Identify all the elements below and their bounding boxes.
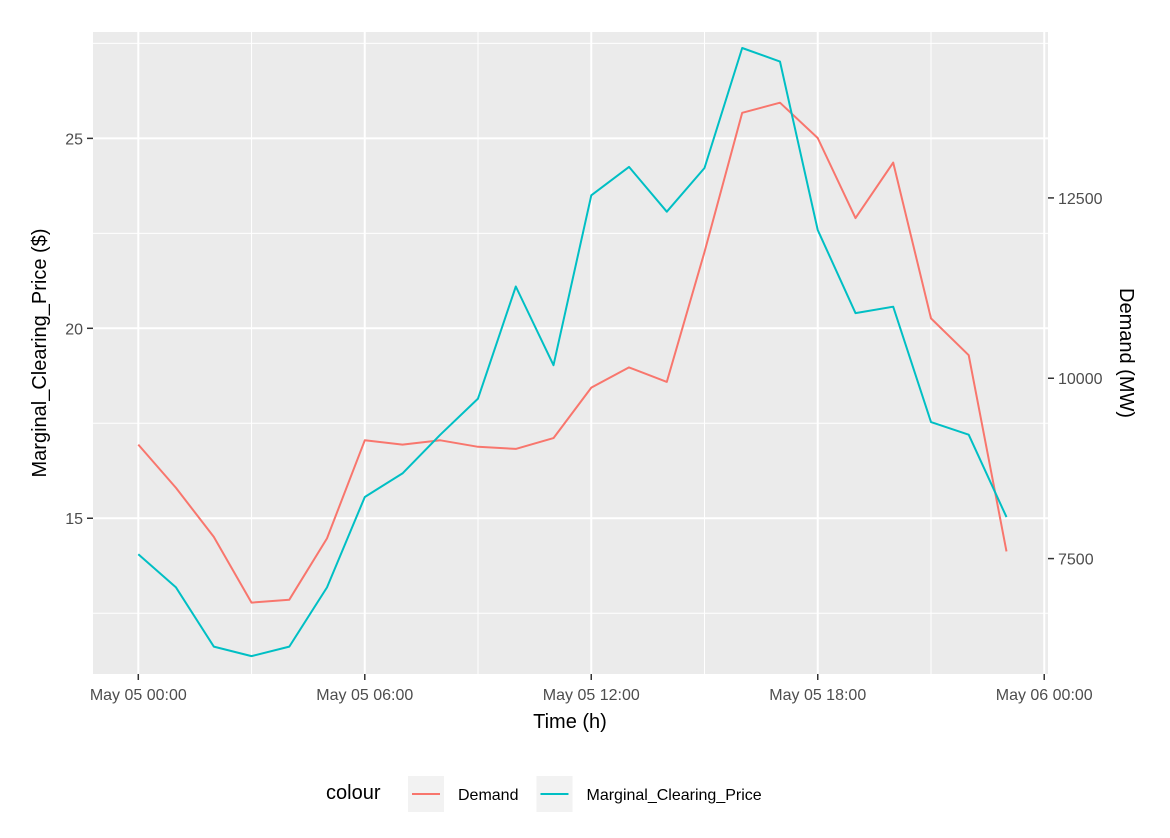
legend-label-demand: Demand bbox=[458, 787, 518, 804]
left-tick-label: 25 bbox=[65, 131, 83, 148]
series-line-marginal-clearing-price bbox=[137, 47, 1008, 658]
x-axis-title: Time (h) bbox=[533, 711, 607, 733]
left-axis: 15 20 25 bbox=[65, 131, 93, 528]
legend: colour Demand Marginal_Clearing_Price bbox=[326, 776, 762, 812]
x-tick-label: May 05 00:00 bbox=[90, 687, 187, 704]
series-lines bbox=[137, 47, 1008, 658]
x-tick-label: May 05 06:00 bbox=[316, 687, 413, 704]
right-tick-label: 12500 bbox=[1058, 191, 1103, 208]
left-tick-label: 20 bbox=[65, 321, 83, 338]
right-tick-label: 7500 bbox=[1058, 552, 1094, 569]
legend-label-marginal-clearing-price: Marginal_Clearing_Price bbox=[586, 787, 761, 804]
left-axis-title: Marginal_Clearing_Price ($) bbox=[29, 229, 51, 478]
right-axis-title: Demand (MW) bbox=[1115, 288, 1137, 418]
right-tick-label: 10000 bbox=[1058, 371, 1103, 388]
series-line-demand bbox=[137, 101, 1008, 604]
x-tick-label: May 06 00:00 bbox=[996, 687, 1093, 704]
legend-title: colour bbox=[326, 782, 381, 804]
x-axis: May 05 00:00 May 05 06:00 May 05 12:00 May … bbox=[90, 674, 1093, 704]
grid-major bbox=[93, 32, 1048, 674]
x-tick-label: May 05 18:00 bbox=[769, 687, 866, 704]
right-axis: 7500 10000 12500 bbox=[1048, 191, 1103, 569]
left-tick-label: 15 bbox=[65, 511, 83, 528]
x-tick-label: May 05 12:00 bbox=[543, 687, 640, 704]
